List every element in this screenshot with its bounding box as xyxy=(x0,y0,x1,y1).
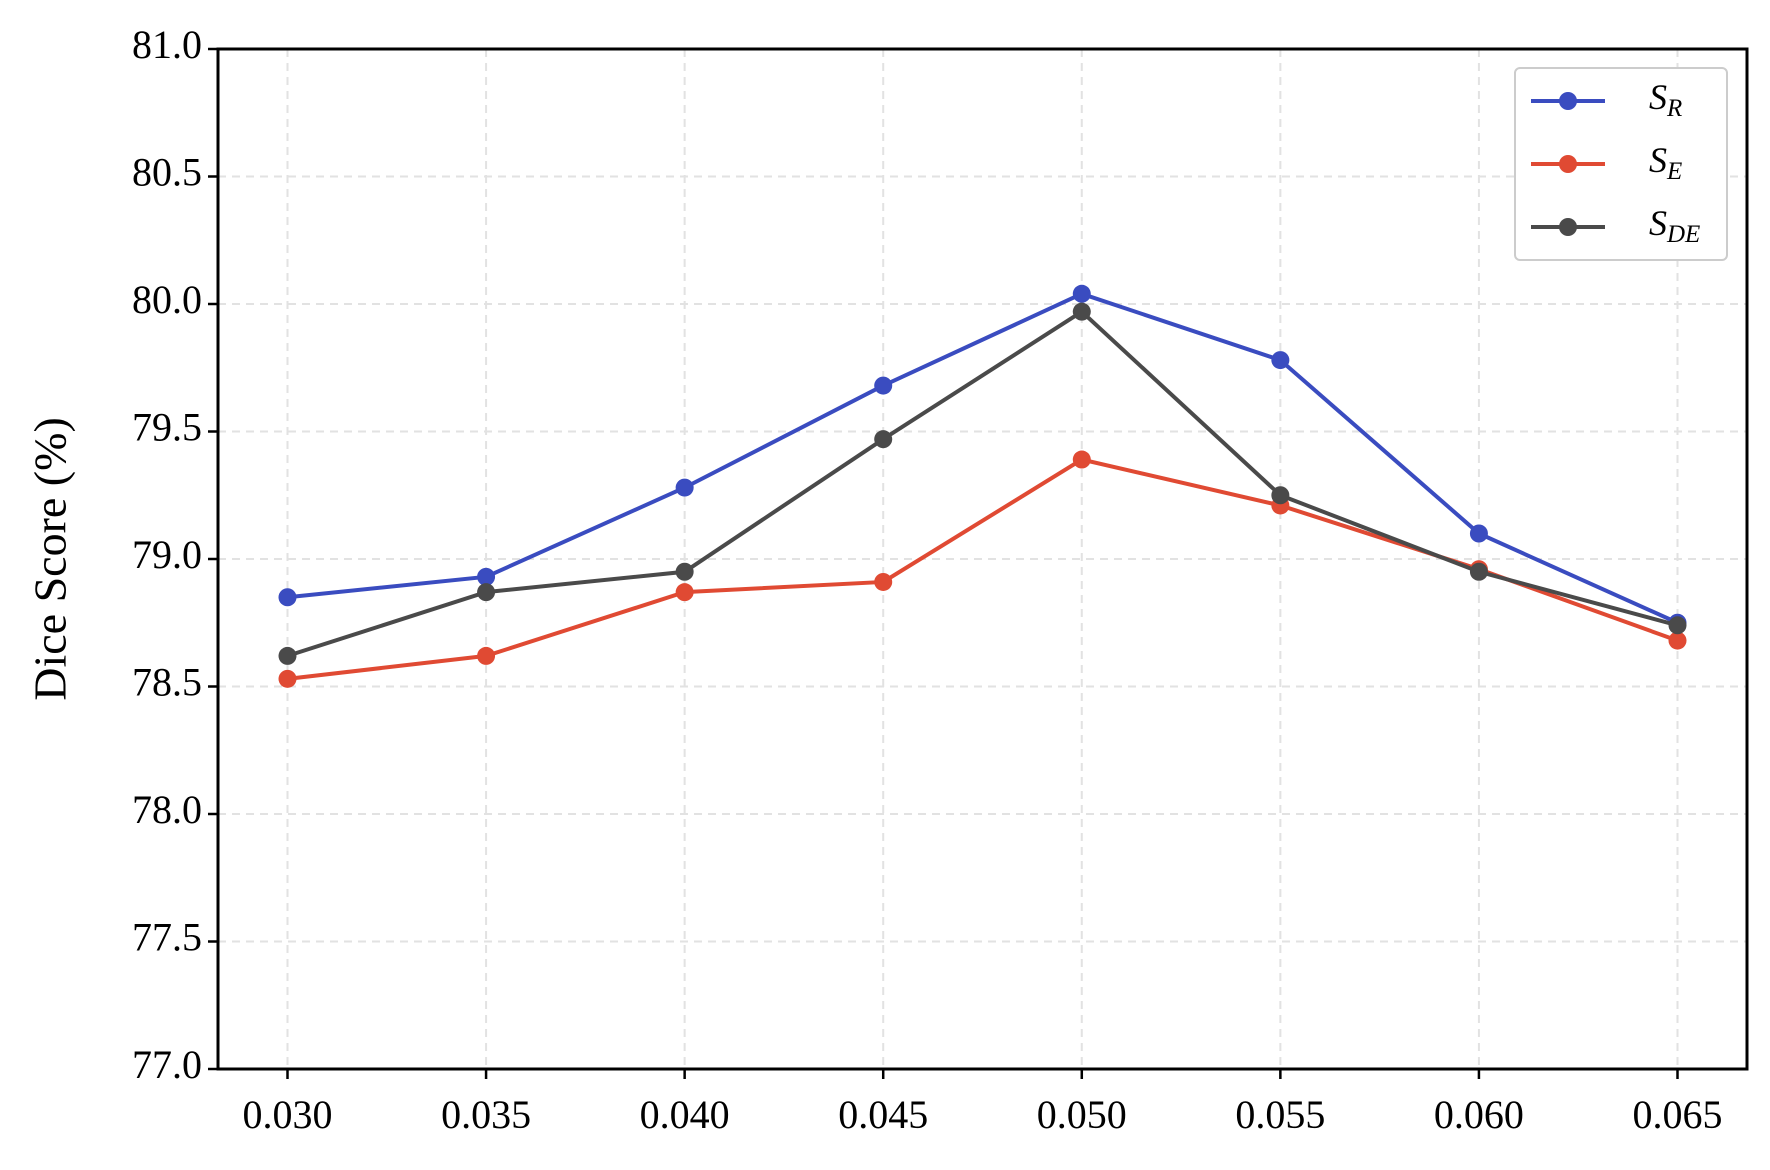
legend-label: SE xyxy=(1649,140,1682,184)
x-tick-label: 0.060 xyxy=(1434,1092,1524,1137)
point xyxy=(874,430,893,449)
line xyxy=(286,309,1679,658)
point xyxy=(675,583,694,602)
y-tick-label: 77.0 xyxy=(132,1042,202,1087)
x-tick-label: 0.045 xyxy=(838,1092,928,1137)
legend-label: SDE xyxy=(1649,203,1700,247)
plot-frame xyxy=(216,47,1749,1071)
y-tick-label: 77.5 xyxy=(132,915,202,960)
point xyxy=(1271,486,1290,505)
y-tick-label: 80.0 xyxy=(132,277,202,322)
legend-box xyxy=(1514,67,1728,261)
point xyxy=(1072,284,1091,303)
y-tick-label: 81.0 xyxy=(132,22,202,67)
legend-label: SR xyxy=(1649,77,1682,121)
x-tick-label: 0.050 xyxy=(1037,1092,1127,1137)
y-tick-label: 80.5 xyxy=(132,150,202,195)
point xyxy=(1072,302,1091,321)
point xyxy=(1668,616,1687,635)
point xyxy=(874,572,893,591)
legend-marker xyxy=(1559,218,1577,236)
point xyxy=(278,669,297,688)
point xyxy=(1469,562,1488,581)
point xyxy=(675,562,694,581)
y-tick-label: 79.0 xyxy=(132,532,202,577)
point xyxy=(278,646,297,665)
y-axis-label: Dice Score (%) xyxy=(25,417,76,701)
point xyxy=(1668,631,1687,650)
point xyxy=(1072,450,1091,469)
point xyxy=(1271,351,1290,370)
line xyxy=(287,291,1679,625)
point xyxy=(477,646,496,665)
y-tick-label: 79.5 xyxy=(132,405,202,450)
legend-marker xyxy=(1559,155,1577,173)
point xyxy=(278,588,297,607)
point xyxy=(874,376,893,395)
point xyxy=(1469,524,1488,543)
x-tick-label: 0.030 xyxy=(243,1092,333,1137)
y-tick-label: 78.0 xyxy=(132,787,202,832)
point xyxy=(477,583,496,602)
x-tick-label: 0.055 xyxy=(1235,1092,1325,1137)
x-tick-label: 0.065 xyxy=(1633,1092,1723,1137)
x-tick-label: 0.035 xyxy=(441,1092,531,1137)
point xyxy=(675,478,694,497)
legend-marker xyxy=(1559,92,1577,110)
point xyxy=(477,567,496,586)
x-tick-label: 0.040 xyxy=(640,1092,730,1137)
y-tick-label: 78.5 xyxy=(132,660,202,705)
